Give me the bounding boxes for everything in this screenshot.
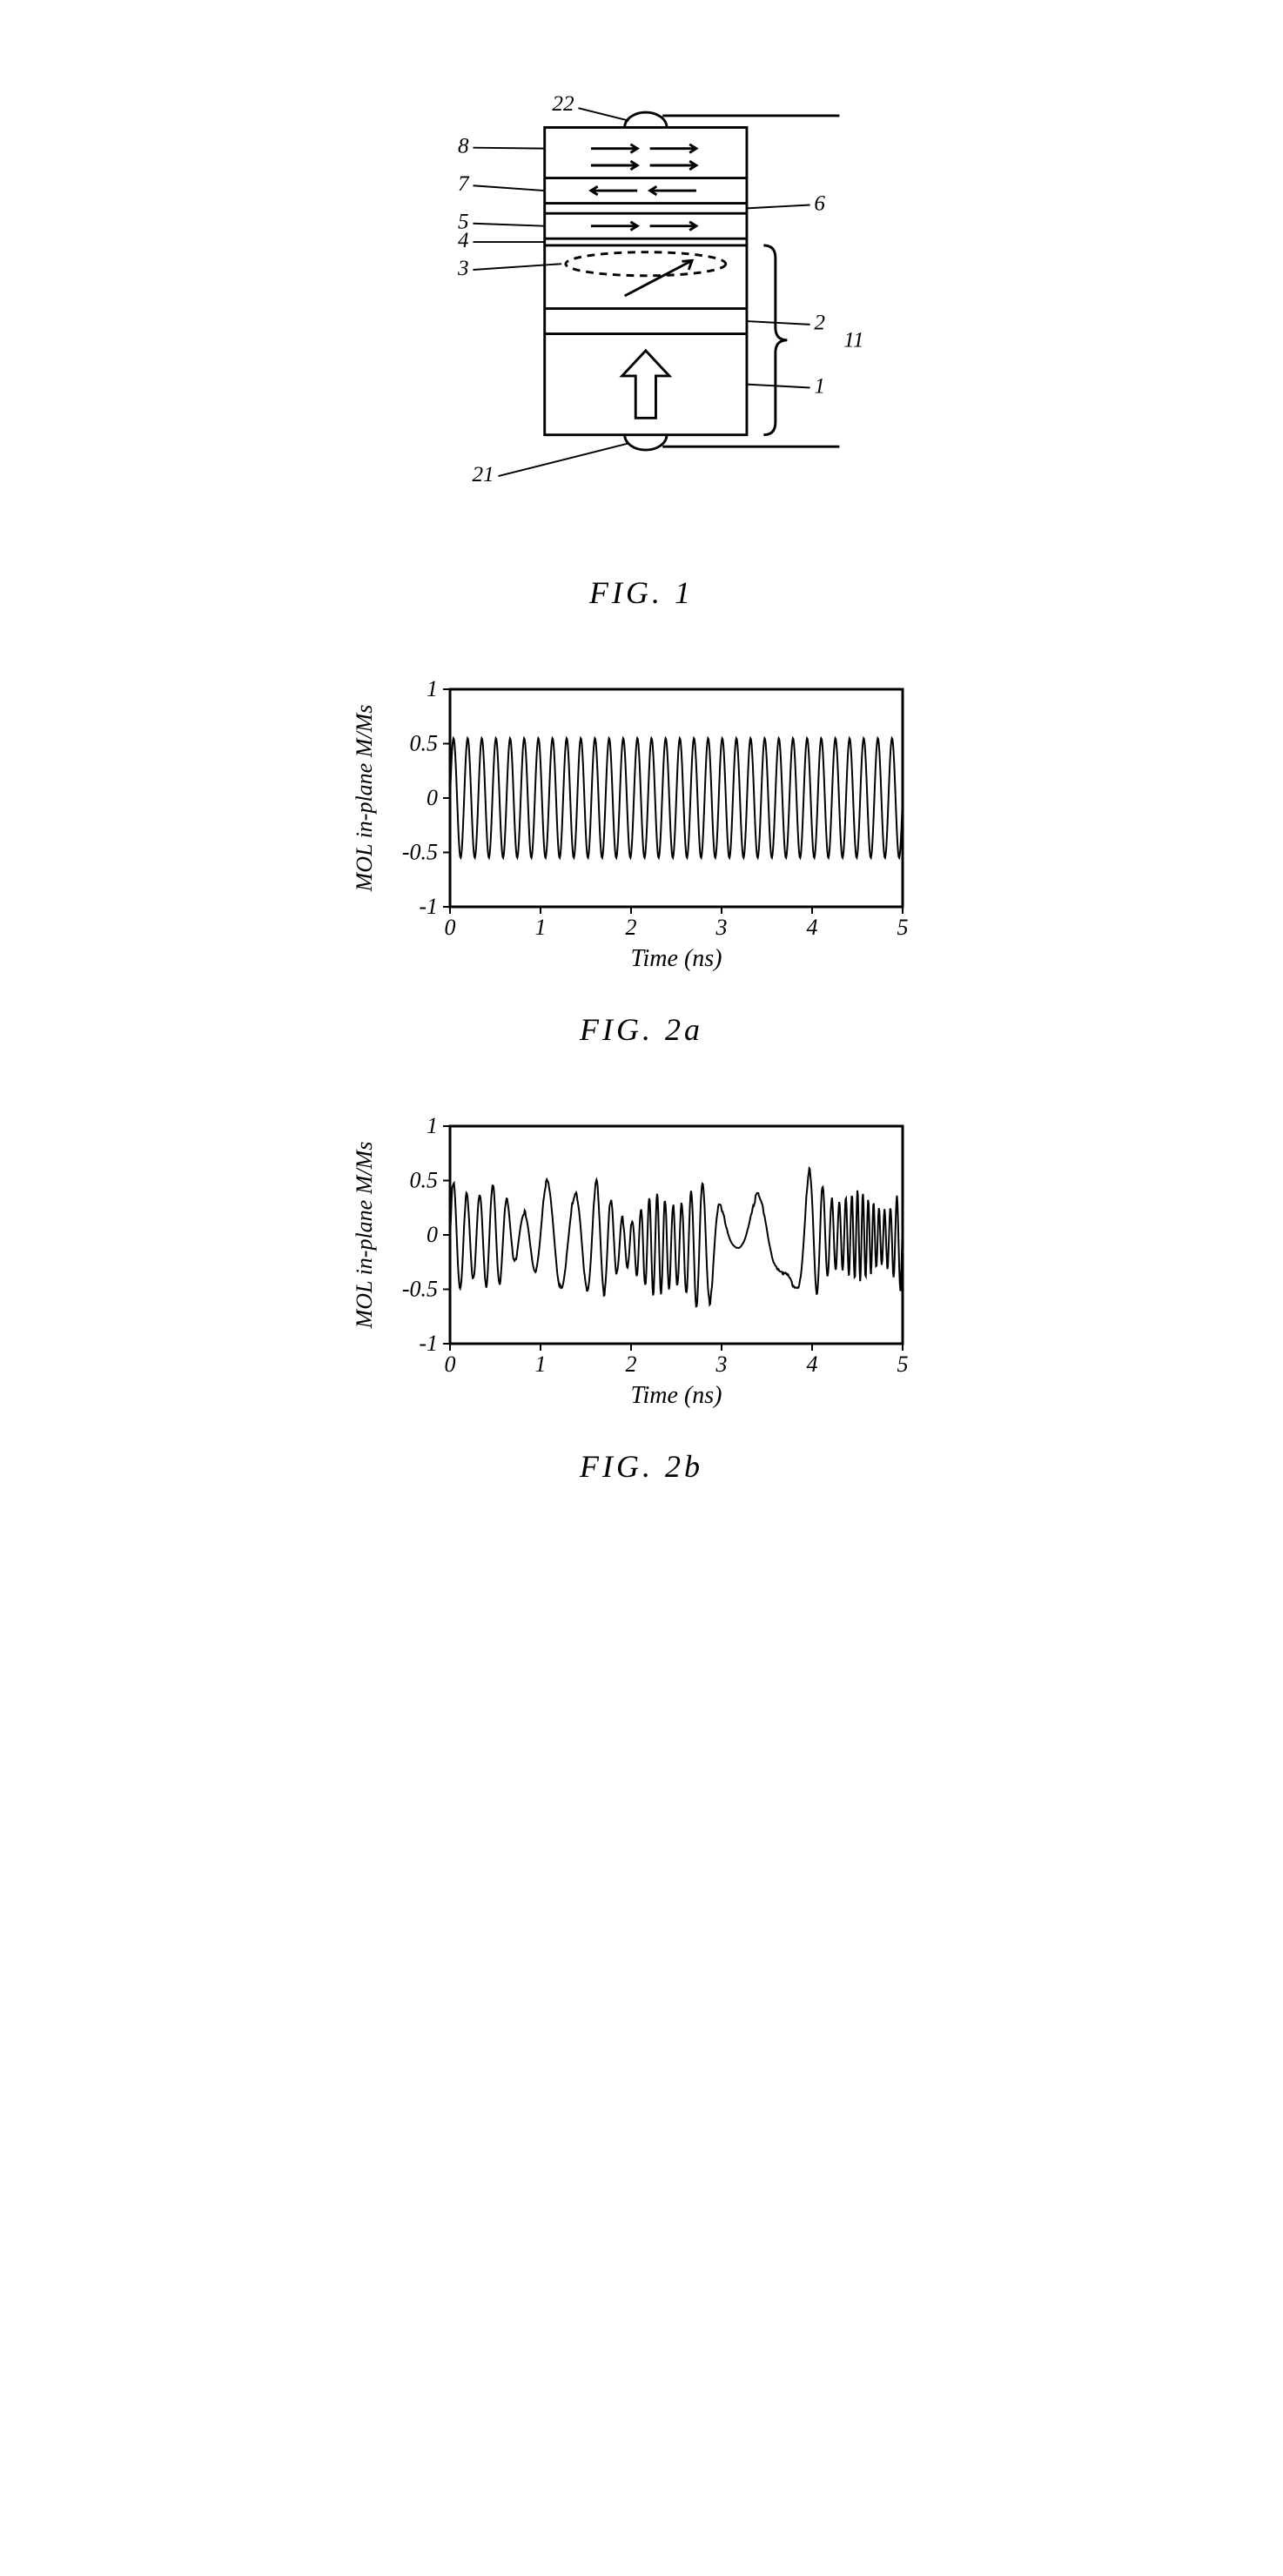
svg-text:0: 0 — [445, 915, 456, 940]
svg-text:1: 1 — [535, 915, 547, 940]
fig2a-chart: -1 -0.5 0 0.5 1 0 1 2 3 4 5 Time (ns) MOL in-plane M… — [337, 663, 946, 994]
svg-text:3: 3 — [715, 915, 728, 940]
svg-text:0: 0 — [427, 1222, 438, 1247]
svg-text:1: 1 — [535, 1352, 547, 1377]
svg-text:0.5: 0.5 — [410, 731, 439, 756]
figure-1: 22875436212111 FIG. 1 — [380, 35, 903, 611]
fig2a-caption: FIG. 2a — [580, 1011, 703, 1048]
svg-text:6: 6 — [814, 191, 825, 215]
svg-text:2: 2 — [626, 915, 637, 940]
fig1-caption: FIG. 1 — [589, 574, 694, 611]
svg-text:5: 5 — [897, 1352, 909, 1377]
svg-text:-0.5: -0.5 — [402, 1277, 438, 1302]
fig2b-caption: FIG. 2b — [580, 1448, 703, 1485]
svg-text:2: 2 — [814, 312, 825, 335]
svg-text:Time (ns): Time (ns) — [631, 1382, 722, 1409]
svg-text:-1: -1 — [419, 1331, 438, 1356]
svg-text:5: 5 — [897, 915, 909, 940]
svg-text:22: 22 — [552, 92, 574, 116]
svg-text:4: 4 — [807, 915, 818, 940]
svg-text:21: 21 — [472, 463, 494, 486]
svg-text:3: 3 — [457, 257, 469, 280]
svg-text:4: 4 — [458, 229, 469, 252]
svg-text:8: 8 — [458, 134, 469, 158]
svg-text:1: 1 — [427, 676, 438, 701]
svg-text:4: 4 — [807, 1352, 818, 1377]
svg-text:1: 1 — [814, 374, 825, 398]
svg-text:2: 2 — [626, 1352, 637, 1377]
figure-2b: -1 -0.5 0 0.5 1 0 1 2 3 4 5 Time (ns) MOL in-plane M… — [337, 1100, 946, 1485]
svg-text:0: 0 — [445, 1352, 456, 1377]
svg-text:1: 1 — [427, 1113, 438, 1138]
fig2b-chart: -1 -0.5 0 0.5 1 0 1 2 3 4 5 Time (ns) MOL in-plane M… — [337, 1100, 946, 1431]
svg-text:0.5: 0.5 — [410, 1168, 439, 1193]
svg-text:11: 11 — [843, 329, 863, 352]
svg-text:MOL in-plane M/Ms: MOL in-plane M/Ms — [352, 1142, 377, 1330]
fig1-diagram: 22875436212111 — [380, 35, 903, 557]
svg-text:MOL in-plane M/Ms: MOL in-plane M/Ms — [352, 705, 377, 893]
svg-text:-1: -1 — [419, 894, 438, 919]
svg-text:-0.5: -0.5 — [402, 840, 438, 865]
svg-text:0: 0 — [427, 785, 438, 810]
svg-text:3: 3 — [715, 1352, 728, 1377]
figure-2a: -1 -0.5 0 0.5 1 0 1 2 3 4 5 Time (ns) MOL in-plane M… — [337, 663, 946, 1048]
svg-text:7: 7 — [458, 172, 470, 196]
svg-text:Time (ns): Time (ns) — [631, 945, 722, 972]
